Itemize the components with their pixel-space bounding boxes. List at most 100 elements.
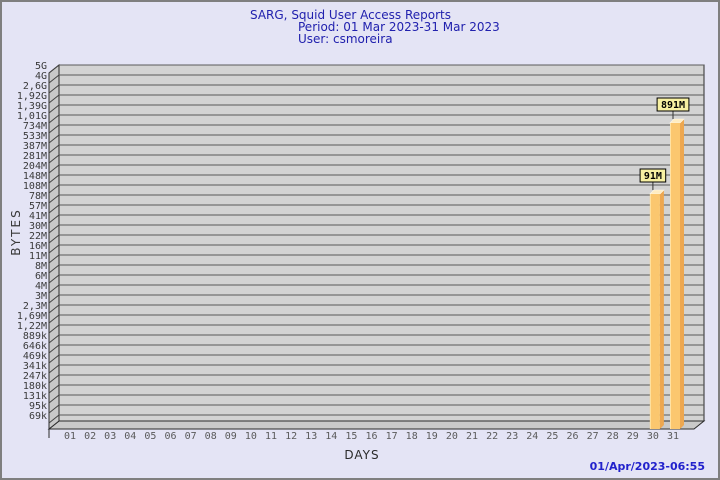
y-tick-label: 16M (29, 241, 47, 252)
y-tick-label: 6M (35, 271, 47, 282)
y-tick-label: 78M (29, 191, 47, 202)
y-tick-mark (48, 134, 60, 144)
y-tick-label: 57M (29, 201, 47, 212)
y-tick-label: 69k (29, 411, 47, 422)
y-tick-label: 148M (23, 171, 47, 182)
x-tick-label: 16 (365, 431, 377, 442)
x-tick-label: 15 (345, 431, 357, 442)
y-tick-mark (48, 344, 60, 354)
y-tick-label: 247k (23, 371, 47, 382)
x-tick-label: 05 (144, 431, 156, 442)
y-tick-label: 5G (35, 61, 47, 72)
y-tick-mark (48, 364, 60, 374)
value-label-box (656, 97, 690, 112)
chart-floor (47, 420, 706, 430)
y-tick-label: 533M (23, 131, 47, 142)
x-tick-label: 11 (265, 431, 277, 442)
y-tick-label: 180k (23, 381, 47, 392)
y-tick-mark (48, 224, 60, 234)
x-tick-label: 09 (225, 431, 237, 442)
y-tick-label: 2,3M (23, 301, 47, 312)
y-tick-mark (48, 74, 60, 84)
x-tick-label: 10 (245, 431, 257, 442)
x-tick-label: 23 (506, 431, 518, 442)
y-tick-label: 734M (23, 121, 47, 132)
x-tick-label: 29 (627, 431, 639, 442)
bar-side-day-31 (680, 119, 684, 429)
y-tick-label: 22M (29, 231, 47, 242)
y-tick-label: 2,6G (23, 81, 47, 92)
x-tick-label: 31 (667, 431, 679, 442)
y-tick-mark (48, 354, 60, 364)
x-tick-label: 12 (285, 431, 297, 442)
x-tick-label: 25 (546, 431, 558, 442)
y-tick-mark (48, 154, 60, 164)
x-tick-label: 02 (84, 431, 96, 442)
y-tick-mark (48, 234, 60, 244)
x-tick-label: 27 (587, 431, 599, 442)
y-tick-label: 1,92G (17, 91, 47, 102)
x-tick-label: 04 (124, 431, 136, 442)
y-tick-label: 108M (23, 181, 47, 192)
y-tick-mark (48, 374, 60, 384)
x-axis-title: DAYS (344, 448, 380, 462)
y-tick-label: 1,22M (17, 321, 47, 332)
y-tick-mark (48, 264, 60, 274)
y-tick-label: 1,39G (17, 101, 47, 112)
x-tick-label: 14 (325, 431, 337, 442)
y-tick-label: 281M (23, 151, 47, 162)
y-tick-label: 1,69M (17, 311, 47, 322)
y-tick-mark (48, 334, 60, 344)
x-tick-label: 13 (305, 431, 317, 442)
y-tick-label: 11M (29, 251, 47, 262)
y-tick-mark (48, 294, 60, 304)
y-tick-mark (48, 284, 60, 294)
y-tick-label: 646k (23, 341, 47, 352)
bar-day-30 (649, 194, 660, 429)
y-tick-mark (48, 204, 60, 214)
y-tick-label: 8M (35, 261, 47, 272)
bar-side-day-30 (659, 190, 664, 429)
y-tick-mark (48, 104, 60, 114)
x-tick-label: 19 (426, 431, 438, 442)
y-tick-mark (48, 144, 60, 154)
y-tick-label: 4M (35, 281, 47, 292)
x-tick-label: 26 (566, 431, 578, 442)
y-tick-mark (48, 414, 60, 424)
report-period: Period: 01 Mar 2023-31 Mar 2023 (298, 20, 500, 34)
bar-day-31 (670, 123, 680, 429)
value-label: 91M (644, 171, 662, 182)
y-tick-label: 3M (35, 291, 47, 302)
y-tick-mark (48, 114, 60, 124)
y-tick-label: 889k (23, 331, 47, 342)
y-axis-title: BYTES (9, 208, 23, 256)
x-tick-label: 01 (64, 431, 76, 442)
y-tick-mark (48, 244, 60, 254)
y-tick-label: 131k (23, 391, 47, 402)
y-tick-mark (48, 214, 60, 224)
y-tick-mark (48, 254, 60, 264)
x-tick-label: 17 (386, 431, 398, 442)
x-tick-label: 07 (185, 431, 197, 442)
y-tick-mark (48, 404, 60, 414)
y-tick-mark (48, 124, 60, 134)
y-tick-label: 469k (23, 351, 47, 362)
x-tick-label: 22 (486, 431, 498, 442)
y-tick-mark (48, 324, 60, 334)
y-tick-mark (48, 64, 60, 74)
chart-back-wall (58, 64, 705, 422)
value-label-box (639, 168, 667, 183)
x-tick-label: 24 (526, 431, 538, 442)
y-tick-label: 387M (23, 141, 47, 152)
y-tick-label: 95k (29, 401, 47, 412)
x-tick-label: 21 (466, 431, 478, 442)
y-tick-label: 204M (23, 161, 47, 172)
x-tick-label: 18 (406, 431, 418, 442)
y-tick-label: 1,01G (17, 111, 47, 122)
report-timestamp: 01/Apr/2023-06:55 (589, 460, 705, 473)
y-tick-mark (48, 304, 60, 314)
y-tick-label: 30M (29, 221, 47, 232)
x-tick-label: 06 (164, 431, 176, 442)
